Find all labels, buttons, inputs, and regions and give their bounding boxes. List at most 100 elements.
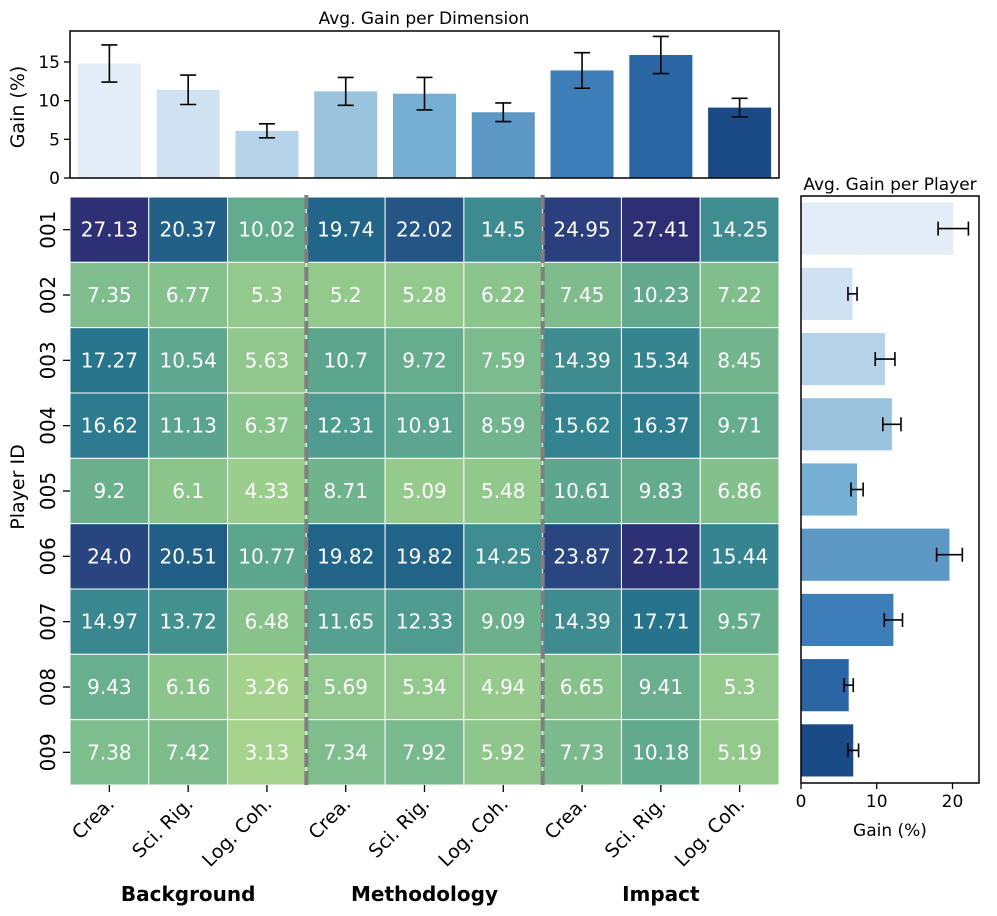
heatmap-cell-r1-c8 <box>620 196 701 263</box>
heatmap-cell-value-r8-c7: 6.65 <box>560 675 605 699</box>
heatmap-cell-r8-c8 <box>620 653 701 721</box>
heatmap-cell-r8-c5 <box>384 653 465 721</box>
heatmap-cell-r2-c5 <box>384 261 465 329</box>
top-chart-title: Avg. Gain per Dimension <box>319 9 530 29</box>
heatmap-cell-value-r5-c3: 4.33 <box>245 479 290 503</box>
heatmap-cell-value-r4-c3: 6.37 <box>245 414 290 438</box>
heatmap-cell-value-r6-c9: 15.44 <box>711 544 768 568</box>
heatmap-cell-value-r7-c3: 6.48 <box>245 610 290 634</box>
heatmap-row-labels: 001 002 003 004 005 006 007 008 009 <box>36 211 70 771</box>
heatmap-cell-r4-c3 <box>227 392 307 459</box>
heatmap-cell-r3-c8 <box>620 327 701 394</box>
heatmap-cell-value-r4-c7: 15.62 <box>553 414 610 438</box>
heatmap-cell-value-r6-c1: 24.0 <box>87 544 132 568</box>
heatmap-cells: 27.13 20.37 10.02 19.74 22.02 14.5 24.95 27.41 1… <box>69 196 780 786</box>
heatmap-cell-r6-c3 <box>227 523 307 590</box>
heatmap-cell-value-r8-c5: 5.34 <box>402 675 447 699</box>
heatmap-row-label-7: 007 <box>36 603 60 641</box>
heatmap-cell-r1-c7 <box>542 196 622 263</box>
right-chart-title: Avg. Gain per Player <box>803 175 976 195</box>
top-y-ticks: 0 5 10 15 <box>38 53 70 189</box>
heatmap-group-label-2: Methodology <box>351 882 498 906</box>
heatmap-cell-r4-c5 <box>384 392 465 459</box>
heatmap-cell-value-r2-c4: 5.2 <box>330 283 362 307</box>
heatmap-cell-value-r7-c2: 13.72 <box>160 610 217 634</box>
heatmap-cell-value-r1-c2: 20.37 <box>160 218 217 242</box>
heatmap-cell-r1-c5 <box>384 196 465 263</box>
heatmap-cell-r8-c9 <box>699 653 780 721</box>
heatmap-cell-value-r1-c5: 22.02 <box>396 218 453 242</box>
heatmap-cell-value-r3-c1: 17.27 <box>81 348 138 372</box>
heatmap: 27.13 20.37 10.02 19.74 22.02 14.5 24.95 27.41 1… <box>7 195 780 906</box>
heatmap-cell-value-r3-c9: 8.45 <box>717 348 762 372</box>
top-y-tick-label-5: 5 <box>49 130 60 150</box>
heatmap-cell-r7-c6 <box>463 588 544 655</box>
right-x-tick-label-0: 0 <box>796 792 807 812</box>
heatmap-cell-value-r6-c2: 20.51 <box>160 544 217 568</box>
heatmap-cell-value-r3-c7: 14.39 <box>553 348 610 372</box>
top-chart-y-axis-label: Gain (%) <box>7 66 29 149</box>
heatmap-column-label-2: Sci. Rig. <box>128 793 198 863</box>
heatmap-cell-r5-c2 <box>148 457 229 525</box>
right-bars-group <box>801 202 970 777</box>
heatmap-cell-r2-c1 <box>69 261 150 329</box>
heatmap-cell-value-r4-c6: 8.59 <box>481 414 526 438</box>
heatmap-cell-r5-c6 <box>463 457 544 525</box>
heatmap-cell-value-r5-c7: 10.61 <box>553 479 610 503</box>
right-bar-6 <box>801 528 950 581</box>
right-bar-9 <box>801 724 854 777</box>
heatmap-cell-r8-c6 <box>463 653 544 721</box>
right-bar-chart: Avg. Gain per Player 0 10 20 Gain (%) <box>796 175 980 841</box>
heatmap-cell-r5-c1 <box>69 457 150 525</box>
heatmap-cell-value-r2-c5: 5.28 <box>402 283 447 307</box>
heatmap-cell-value-r8-c9: 5.3 <box>724 675 756 699</box>
heatmap-column-label-5: Sci. Rig. <box>364 793 434 863</box>
heatmap-cell-value-r2-c9: 7.22 <box>717 283 762 307</box>
heatmap-cell-r4-c9 <box>699 392 780 459</box>
heatmap-column-label-4: Crea. <box>304 793 355 844</box>
heatmap-cell-value-r7-c8: 17.71 <box>632 610 689 634</box>
heatmap-cell-r4-c6 <box>463 392 544 459</box>
heatmap-cell-value-r2-c1: 7.35 <box>87 283 132 307</box>
heatmap-cell-r9-c2 <box>148 719 229 786</box>
heatmap-column-label-7: Crea. <box>541 793 592 844</box>
heatmap-cell-value-r3-c4: 10.7 <box>323 348 368 372</box>
heatmap-cell-value-r3-c8: 15.34 <box>632 348 689 372</box>
heatmap-cell-value-r1-c7: 24.95 <box>553 218 610 242</box>
heatmap-cell-r3-c9 <box>699 327 780 394</box>
heatmap-cell-value-r4-c5: 10.91 <box>396 414 453 438</box>
heatmap-cell-value-r1-c1: 27.13 <box>81 218 138 242</box>
heatmap-cell-value-r3-c3: 5.63 <box>245 348 290 372</box>
heatmap-cell-value-r6-c4: 19.82 <box>317 544 374 568</box>
top-y-tick-label-10: 10 <box>38 92 60 112</box>
heatmap-cell-value-r6-c8: 27.12 <box>632 544 689 568</box>
heatmap-cell-value-r2-c2: 6.77 <box>166 283 211 307</box>
heatmap-cell-value-r4-c8: 16.37 <box>632 414 689 438</box>
heatmap-cell-r6-c6 <box>463 523 544 590</box>
heatmap-cell-r4-c8 <box>620 392 701 459</box>
heatmap-cell-value-r5-c8: 9.83 <box>639 479 684 503</box>
heatmap-cell-r1-c9 <box>699 196 780 263</box>
heatmap-cell-value-r4-c9: 9.71 <box>717 414 762 438</box>
heatmap-cell-r5-c5 <box>384 457 465 525</box>
heatmap-cell-r6-c1 <box>69 523 150 590</box>
heatmap-cell-r6-c8 <box>620 523 701 590</box>
top-bar-3 <box>235 130 299 178</box>
heatmap-cell-value-r6-c5: 19.82 <box>396 544 453 568</box>
heatmap-cell-value-r7-c1: 14.97 <box>81 610 138 634</box>
heatmap-cell-value-r9-c6: 5.92 <box>481 740 526 764</box>
heatmap-cell-value-r8-c6: 4.94 <box>481 675 526 699</box>
right-x-ticks: 0 10 20 <box>796 783 963 812</box>
heatmap-cell-r2-c6 <box>463 261 544 329</box>
top-bars-group <box>77 35 772 179</box>
right-x-tick-label-10: 10 <box>866 792 888 812</box>
top-bar-chart: Avg. Gain per Dimension Gain (%) 0 5 10 15 <box>7 9 780 189</box>
heatmap-cell-r8-c7 <box>542 653 622 721</box>
heatmap-cell-value-r4-c4: 12.31 <box>317 414 374 438</box>
heatmap-cell-value-r2-c8: 10.23 <box>632 283 689 307</box>
heatmap-cell-r7-c3 <box>227 588 307 655</box>
heatmap-cell-r9-c7 <box>542 719 622 786</box>
heatmap-row-label-5: 005 <box>36 472 60 510</box>
heatmap-cell-r3-c4 <box>305 327 386 394</box>
heatmap-cell-value-r3-c6: 7.59 <box>481 348 526 372</box>
